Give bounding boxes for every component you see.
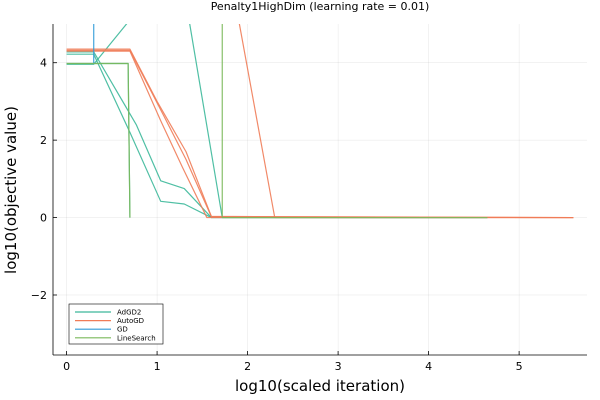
grid-vertical [66, 24, 520, 355]
legend-label-adgd2: AdGD2 [117, 309, 141, 317]
y-tick-label: 4 [40, 57, 47, 70]
legend-label-gd: GD [117, 326, 128, 334]
y-tick-label: −2 [31, 289, 47, 302]
series-line-linesearch [66, 62, 131, 218]
x-tick-label: 0 [63, 360, 70, 373]
y-axis-label: log10(objective value) [2, 106, 20, 274]
x-ticks: 0 1 2 3 4 5 [63, 351, 523, 373]
x-axis-label: log10(scaled iteration) [235, 377, 405, 395]
y-ticks: −2 0 2 4 [31, 57, 57, 302]
x-tick-label: 3 [335, 360, 342, 373]
legend-label-linesearch: LineSearch [117, 334, 156, 342]
x-tick-label: 1 [154, 360, 161, 373]
x-tick-label: 5 [516, 360, 523, 373]
y-tick-label: 0 [40, 212, 47, 225]
chart-title: Penalty1HighDim (learning rate = 0.01) [211, 0, 430, 13]
x-tick-label: 4 [425, 360, 432, 373]
y-tick-label: 2 [40, 134, 47, 147]
series-linesearch [66, 24, 488, 219]
x-tick-label: 2 [244, 360, 251, 373]
grid-horizontal [53, 62, 587, 296]
series-layer [66, 24, 574, 219]
legend-label-autogd: AutoGD [117, 317, 144, 325]
